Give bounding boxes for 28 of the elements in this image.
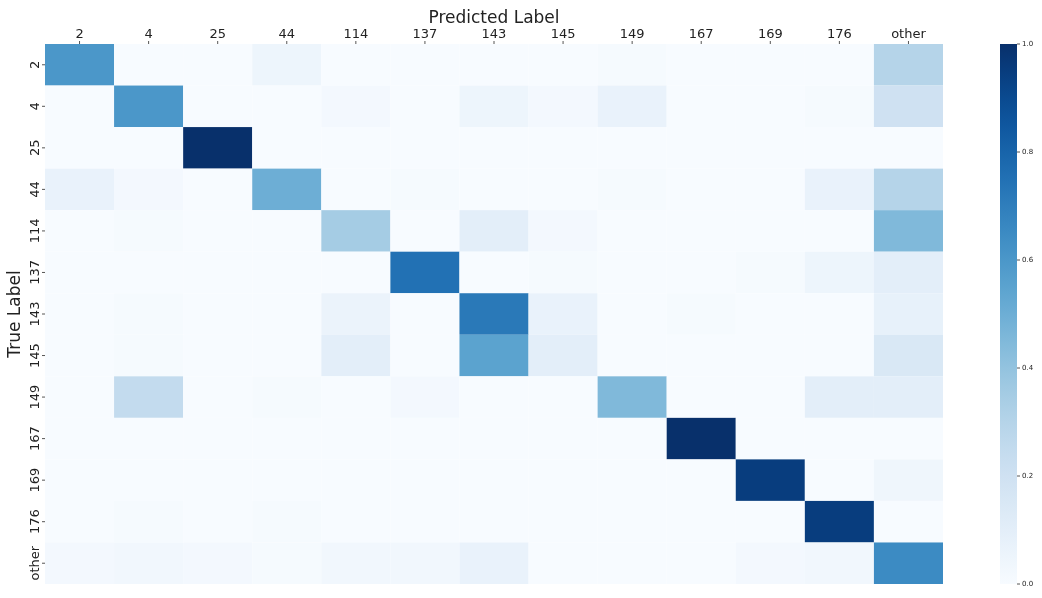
y-tick-label: other	[27, 545, 42, 581]
x-tick-label: 137	[412, 26, 438, 41]
y-tick-label: 44	[27, 181, 42, 198]
y-tick-label: 25	[27, 139, 42, 157]
x-tick-label: 2	[75, 26, 84, 41]
y-tick-label: 169	[27, 467, 42, 493]
y-tick-label: 114	[27, 218, 42, 244]
y-axis-title: True Label	[4, 270, 24, 359]
y-tick-label: 143	[27, 301, 42, 327]
x-axis-title: Predicted Label	[428, 7, 560, 27]
x-tick-label: 25	[209, 26, 226, 41]
x-tick-label: 4	[144, 26, 153, 41]
x-tick-label: 114	[343, 26, 369, 41]
y-tick-label: 149	[27, 384, 42, 410]
x-tick-label: 167	[688, 26, 714, 41]
y-tick-label: 176	[27, 509, 42, 535]
x-tick-label: other	[891, 26, 927, 41]
x-tick-label: 176	[826, 26, 852, 41]
x-tick-label: 149	[619, 26, 645, 41]
y-tick-label: 2	[27, 60, 42, 69]
x-tick-label: 44	[278, 26, 296, 41]
y-tick-label: 145	[27, 343, 42, 368]
x-tick-label: 169	[757, 26, 783, 41]
x-tick-label: 143	[481, 26, 507, 41]
y-tick-label: 137	[27, 260, 42, 285]
y-tick-label: 167	[27, 426, 42, 452]
x-tick-label: 145	[550, 26, 576, 41]
y-tick-label: 4	[27, 102, 42, 111]
